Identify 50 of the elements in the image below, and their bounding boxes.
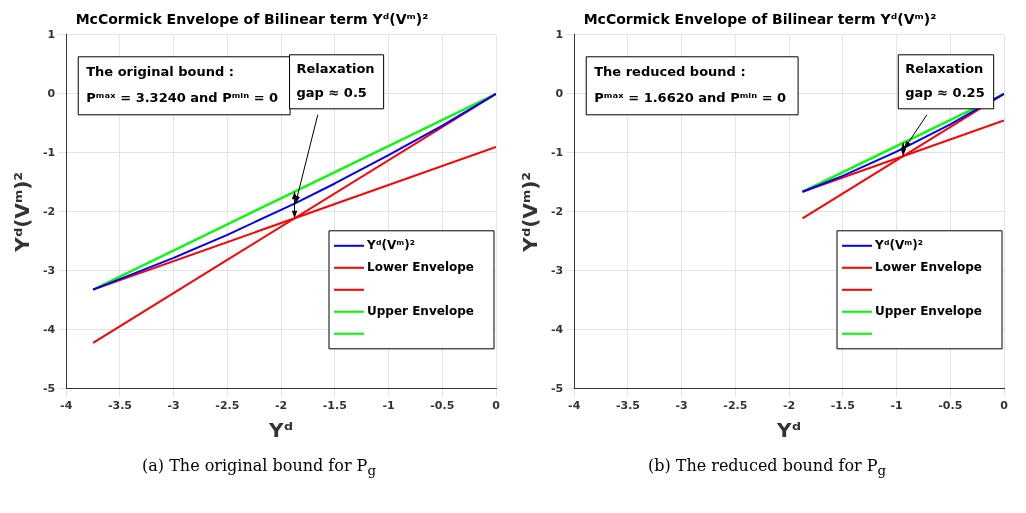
x-tick-label: -4: [60, 399, 73, 413]
chart-title: McCormick Envelope of Bilinear term Yᵈ(Vᵐ)²: [583, 11, 937, 28]
y-tick-label: -4: [42, 322, 56, 336]
y-axis-title: Yᵈ(Vᵐ)²: [10, 171, 35, 253]
y-tick-label: 0: [47, 86, 56, 100]
x-tick-label: -3: [167, 399, 180, 413]
x-tick-label: -2.5: [723, 399, 748, 413]
x-tick-label: -1: [382, 399, 395, 413]
text: (a) The original bound for P$_{g}$: [141, 456, 377, 479]
annotation: Relaxation gap ≈ 0.5: [296, 61, 375, 101]
legend-label: Upper Envelope: [367, 303, 474, 318]
x-tick-label: -0.5: [938, 399, 963, 413]
x-tick-label: 0: [1000, 399, 1009, 413]
y-tick-label: 1: [47, 27, 56, 41]
x-tick-label: 0: [492, 399, 501, 413]
y-tick-label: -3: [550, 263, 564, 277]
x-tick-label: -2: [274, 399, 288, 413]
x-tick-label: -3.5: [615, 399, 640, 413]
y-tick-label: -5: [42, 381, 56, 395]
y-tick-label: -1: [550, 145, 564, 159]
x-tick-label: -2.5: [215, 399, 240, 413]
y-tick-label: -3: [42, 263, 56, 277]
legend-label: Yᵈ(Vᵐ)²: [366, 237, 415, 252]
annotation: The reduced bound : Pᵐᵃˣ = 1.6620 and Pᵐⁱⁿ = 0: [594, 64, 787, 106]
legend-label: Yᵈ(Vᵐ)²: [874, 237, 923, 252]
legend-label: Upper Envelope: [875, 303, 982, 318]
x-tick-label: -1: [890, 399, 903, 413]
x-tick-label: -4: [568, 399, 581, 413]
chart-title: McCormick Envelope of Bilinear term Yᵈ(Vᵐ)²: [75, 11, 429, 28]
y-tick-label: -5: [550, 381, 564, 395]
annotation: Relaxation gap ≈ 0.25: [905, 61, 985, 101]
y-tick-label: -2: [42, 204, 56, 218]
y-tick-label: -1: [42, 145, 56, 159]
x-tick-label: -3: [675, 399, 688, 413]
y-tick-label: 1: [555, 27, 564, 41]
x-axis-title: Yᵈ: [776, 418, 802, 443]
y-tick-label: -4: [550, 322, 564, 336]
y-tick-label: 0: [555, 86, 564, 100]
legend-label: Lower Envelope: [367, 259, 474, 274]
x-axis-title: Yᵈ: [268, 418, 294, 443]
y-axis-title: Yᵈ(Vᵐ)²: [518, 171, 543, 253]
text: (b) The reduced bound for P$_{g}$: [646, 456, 888, 479]
x-tick-label: -1.5: [830, 399, 855, 413]
x-tick-label: -0.5: [430, 399, 455, 413]
x-tick-label: -3.5: [107, 399, 132, 413]
x-tick-label: -1.5: [322, 399, 347, 413]
annotation: The original bound : Pᵐᵃˣ = 3.3240 and Pᵐⁱⁿ = 0: [86, 64, 279, 106]
y-tick-label: -2: [550, 204, 564, 218]
x-tick-label: -2: [782, 399, 796, 413]
legend-label: Lower Envelope: [875, 259, 982, 274]
